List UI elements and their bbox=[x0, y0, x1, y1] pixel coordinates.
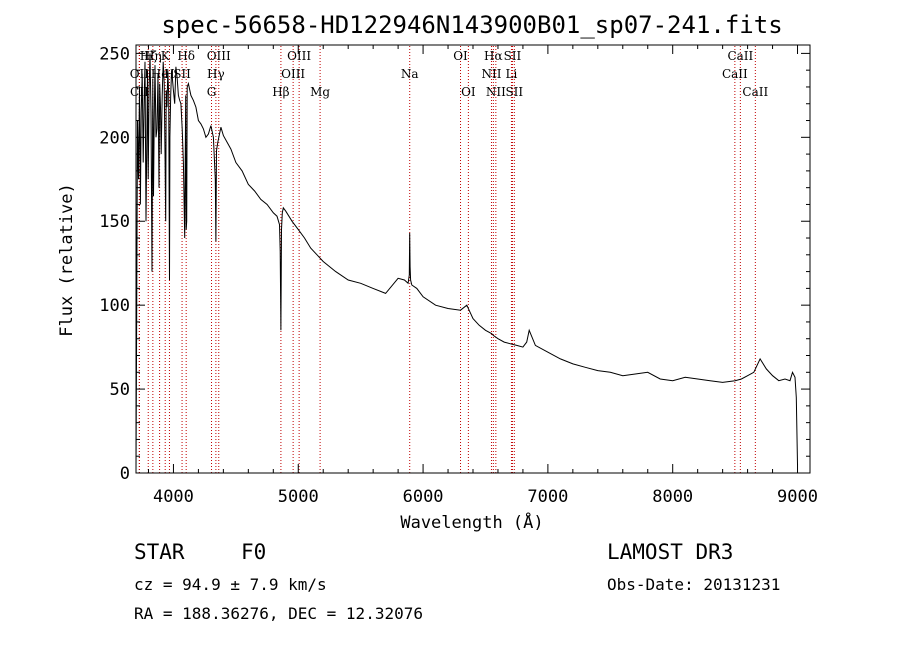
spectral-line-label: OI bbox=[453, 49, 468, 63]
spectral-line-label: OII bbox=[130, 67, 150, 81]
spectral-line-label: Hη bbox=[144, 49, 162, 63]
x-axis: 4000 5000 6000 7000 8000 9000 bbox=[147, 45, 818, 507]
redshift-value: cz = 94.9 ± 7.9 km/s bbox=[134, 575, 327, 594]
line-markers bbox=[138, 46, 756, 473]
x-tick-label: 8000 bbox=[652, 487, 693, 507]
spectral-line-label: Na bbox=[401, 67, 419, 81]
spectral-line-label: OI bbox=[461, 85, 476, 99]
survey-name: LAMOST DR3 bbox=[607, 540, 734, 564]
spectral-line-label: Hδ bbox=[177, 49, 195, 63]
x-tick-label: 7000 bbox=[527, 487, 568, 507]
x-tick-label: 6000 bbox=[403, 487, 444, 507]
spectral-line-label: Hγ bbox=[207, 67, 225, 81]
object-subclass: F0 bbox=[241, 540, 267, 564]
spectral-line-label: Mg bbox=[310, 85, 330, 99]
spectral-line-label: SII bbox=[504, 49, 522, 63]
chart-title: spec-56658-HD122946N143900B01_sp07-241.f… bbox=[161, 11, 782, 39]
x-tick-label: 5000 bbox=[278, 487, 319, 507]
y-tick-label: 0 bbox=[120, 464, 130, 484]
plot-frame bbox=[135, 44, 811, 474]
spectral-line-label: G bbox=[207, 85, 217, 99]
spectral-line-label: K bbox=[161, 49, 171, 63]
spectral-line-label: OIII bbox=[207, 49, 231, 63]
y-tick-label: 250 bbox=[99, 44, 130, 64]
spectral-line-label: SII bbox=[173, 67, 191, 81]
y-tick-label: 50 bbox=[110, 380, 130, 400]
spectral-line-label: CaII bbox=[722, 67, 748, 81]
spectral-line-label: H bbox=[164, 67, 174, 81]
spectral-line-label: NII bbox=[486, 85, 506, 99]
y-tick-label: 150 bbox=[99, 212, 130, 232]
spectral-line-label: OIII bbox=[281, 67, 305, 81]
y-tick-label: 100 bbox=[99, 296, 130, 316]
spectral-line-label: CaII bbox=[727, 49, 753, 63]
object-class: STAR bbox=[134, 540, 185, 564]
spectral-line-label: Hζ bbox=[140, 49, 157, 63]
x-axis-label: Wavelength (Å) bbox=[400, 511, 543, 533]
spectral-line-label: NII bbox=[481, 67, 501, 81]
y-axis-label: Flux (relative) bbox=[57, 183, 77, 337]
coordinates: RA = 188.36276, DEC = 12.32076 bbox=[134, 604, 423, 623]
observation-date: Obs-Date: 20131231 bbox=[607, 575, 781, 594]
spectrum-line bbox=[135, 53, 798, 474]
x-tick-label: 4000 bbox=[153, 487, 194, 507]
spectral-line-label: Hα bbox=[484, 49, 503, 63]
spectral-line-label: SII bbox=[505, 85, 523, 99]
spectral-line-label: OIII bbox=[287, 49, 311, 63]
spectral-line-label: CaII bbox=[742, 85, 768, 99]
y-tick-label: 200 bbox=[99, 128, 130, 148]
spectral-line-label: Hβ bbox=[272, 85, 289, 99]
spectral-line-label: Li bbox=[506, 67, 518, 81]
x-tick-label: 9000 bbox=[777, 487, 818, 507]
y-axis: 0 50 100 150 200 250 bbox=[99, 44, 810, 484]
